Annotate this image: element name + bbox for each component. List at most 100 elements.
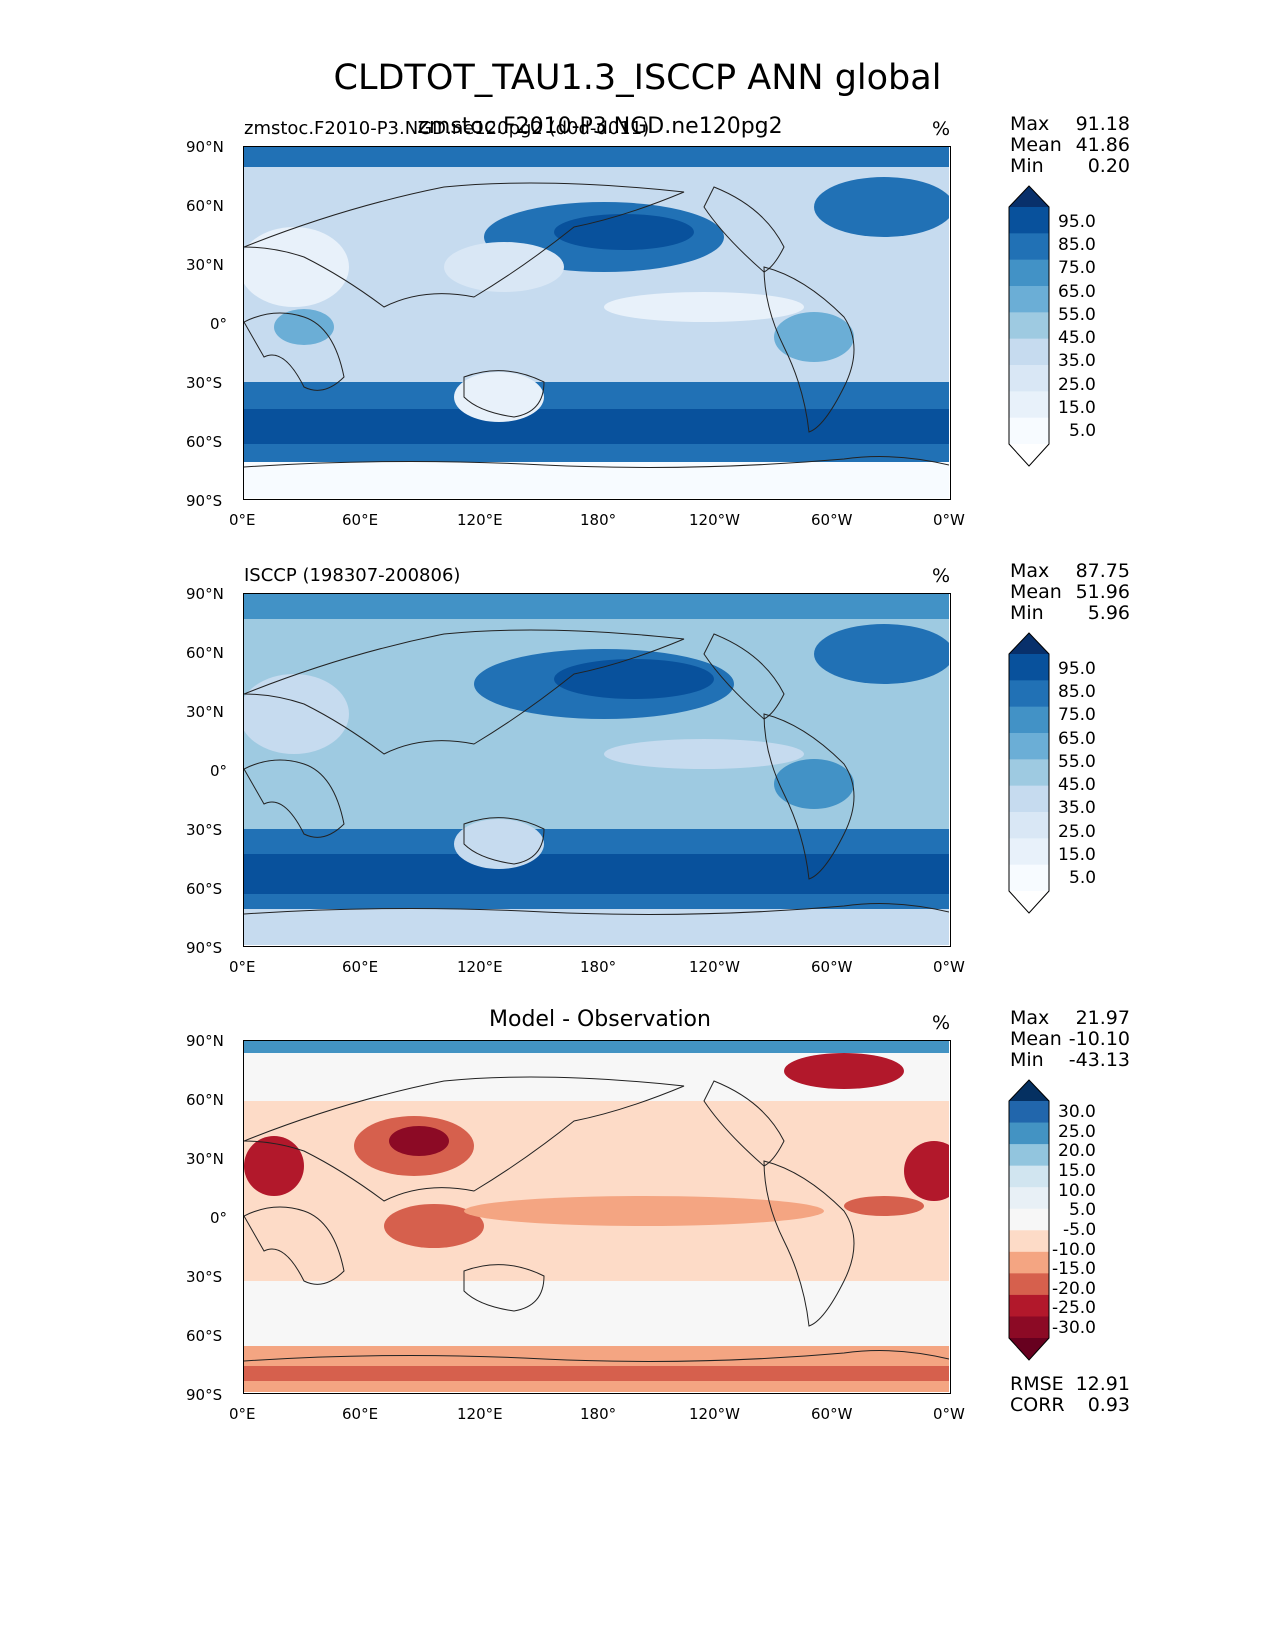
panel-3-colorbar-label: 15.0 [1058,1161,1096,1181]
panel-1-ytick: 60°S [186,433,223,451]
panel-2-ytick: 60°N [186,644,224,662]
colorbar-segment [1009,207,1049,234]
map-amazon [774,312,854,362]
colorbar-outline [1008,1079,1050,1361]
colorbar-segment [1009,785,1049,813]
panel-2-colorbar-label: 75.0 [1058,705,1096,725]
panel-2-ytick: 90°S [186,939,223,957]
panel-3-ytick: 60°N [186,1091,224,1109]
map-asia-dry [444,242,564,292]
panel-3-ytick: 0° [210,1209,228,1227]
panel-3-min-value: -43.13 [1068,1049,1130,1071]
panel-2-colorbar-label: 25.0 [1058,822,1096,842]
panel-3-xtick: 60°E [342,1405,379,1423]
colorbar-extend-top [1009,1080,1049,1101]
coast-north-america [703,1080,785,1167]
panel-1-ytick: 90°S [186,492,223,510]
panel-3-xtick: 180° [580,1405,617,1423]
panel-3-colorbar-label: 10.0 [1058,1181,1096,1201]
panel-1-xtick: 60°E [342,511,379,529]
panel-3-colorbar-label: -10.0 [1052,1240,1096,1260]
colorbar-segment [1009,1294,1049,1317]
map-sahara [244,674,349,754]
panel-1-xtick: 0°E [229,511,256,529]
coast-eurasia [244,1076,685,1202]
panel-2-colorbar-label: 5.0 [1069,868,1097,888]
colorbar-extend-top [1009,186,1049,207]
panel-2-xtick: 0°W [933,958,965,976]
panel-1-min-label: Min [1010,155,1044,177]
colorbar-segment [1009,654,1049,681]
colorbar-segment [1009,1122,1049,1145]
colorbar-segment [1009,233,1049,261]
panel-1-ytick: 30°N [186,256,224,274]
map-itcz [464,1196,824,1226]
panel-2-colorbar-label: 95.0 [1058,659,1096,679]
panel-2-colorbar-label: 85.0 [1058,682,1096,702]
panel-1-colorbar-label: 75.0 [1058,258,1096,278]
coast-antarctica [244,903,949,915]
colorbar-segment [1009,417,1049,445]
map-antarctica [244,909,949,945]
panel-2-colorbar-label: 15.0 [1058,845,1096,865]
panel-3-corr-label: CORR [1010,1394,1065,1416]
panel-1-mean-label: Mean [1010,134,1062,156]
colorbar-segment [1009,365,1049,392]
colorbar-segment [1009,759,1049,787]
panel-1-ytick: 0° [210,315,228,333]
map-north-band [244,594,949,619]
coast-australia [463,1264,545,1312]
panel-3-max-value: 21.97 [1075,1007,1130,1029]
colorbar-segment [1009,706,1049,734]
coast-south-america [763,1160,855,1327]
panel-3-colorbar-label: 5.0 [1069,1200,1097,1220]
map-sepac-dry [604,739,804,769]
colorbar-outline [1008,185,1050,467]
coast-north-america [703,186,785,273]
panel-1-colorbar-label: 95.0 [1058,212,1096,232]
panel-3-colorbar-label: 25.0 [1058,1122,1096,1142]
panel-1-center-title: zmstoc.F2010-P3.NGD.ne120pg2 [417,114,783,139]
panel-2-mean-value: 51.96 [1075,581,1130,603]
panel-2-colorbar-label: 35.0 [1058,798,1096,818]
panel-1-colorbar-label: 65.0 [1058,282,1096,302]
panel-2-colorbar-label: 65.0 [1058,729,1096,749]
map-north-band [244,1041,949,1053]
map-antarctic-core [244,1366,949,1381]
panel-3-unit: % [932,1012,951,1034]
colorbar-segment [1009,1230,1049,1253]
colorbar-outline [1008,632,1050,914]
panel-3-ytick: 30°S [186,1268,223,1286]
panel-2-ytick: 30°S [186,821,223,839]
map-australia [454,372,544,422]
panel-1-xtick: 0°W [933,511,965,529]
map-natl-east [904,1141,949,1201]
panel-2-xtick: 180° [580,958,617,976]
map-storm-core [244,854,949,894]
coast-africa [244,312,345,391]
panel-2-xtick: 120°E [457,958,503,976]
map-sahara [244,1136,304,1196]
panel-3-min-label: Min [1010,1049,1044,1071]
map-npac-core [554,659,714,699]
panel-3-mean-value: -10.10 [1068,1028,1130,1050]
map-indian-ocean [384,1204,484,1248]
map-storm-core [244,409,949,444]
map-tropics-bias [244,1101,949,1281]
colorbar-segment [1009,338,1049,366]
panel-1-colorbar-label: 55.0 [1058,305,1096,325]
panel-1-unit: % [932,118,951,140]
panel-3-colorbar-label: -25.0 [1052,1298,1096,1318]
panel-1-colorbar-label: 15.0 [1058,398,1096,418]
panel-3-center-title: Model - Observation [489,1007,711,1032]
panel-3-colorbar [1008,1079,1050,1361]
colorbar-segment [1009,1251,1049,1274]
map-australia [454,819,544,869]
map-sepac-dry [604,292,804,322]
colorbar-segment [1009,312,1049,340]
panel-3-max-label: Max [1010,1007,1050,1029]
panel-3-ytick: 30°N [186,1150,224,1168]
colorbar-segment [1009,1316,1049,1339]
map-north-band [244,147,949,167]
colorbar-segment [1009,1208,1049,1231]
